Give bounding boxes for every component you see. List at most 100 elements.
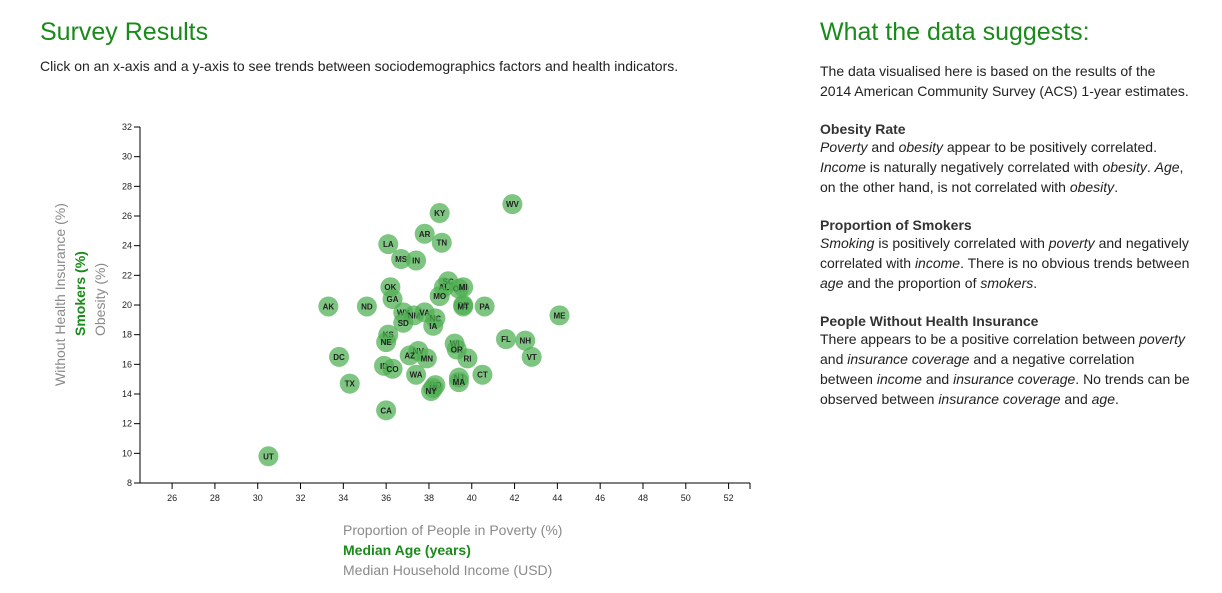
x-tick-label: 48 <box>638 493 648 503</box>
state-label: NY <box>426 387 438 396</box>
state-marker[interactable] <box>329 346 350 367</box>
state-marker[interactable] <box>414 223 435 244</box>
y-tick-label: 12 <box>122 419 132 429</box>
x-tick: 28 <box>210 483 220 503</box>
state-marker[interactable] <box>318 296 339 317</box>
state-marker[interactable] <box>421 381 442 402</box>
state-label: AK <box>323 302 335 311</box>
state-label: TN <box>436 239 447 248</box>
state-marker[interactable] <box>431 232 452 253</box>
state-marker[interactable] <box>416 348 437 369</box>
state-marker[interactable] <box>472 364 493 385</box>
emphasis-term: insurance coverage <box>847 351 970 367</box>
state-label: DC <box>333 353 345 362</box>
state-marker[interactable] <box>502 194 523 215</box>
state-label: GA <box>387 295 399 304</box>
y-tick: 14 <box>122 389 140 399</box>
y-tick-label: 30 <box>122 152 132 162</box>
state-marker[interactable] <box>406 364 427 385</box>
state-marker[interactable] <box>399 345 420 366</box>
text-segment: and a negative correlation between <box>820 351 1135 387</box>
state-label: IN <box>412 257 420 266</box>
x-tick-label: 38 <box>424 493 434 503</box>
y-tick: 28 <box>122 181 140 191</box>
state-label: NH <box>519 337 531 346</box>
text-segment: is positively correlated with <box>874 235 1049 251</box>
state-label: NE <box>381 338 393 347</box>
y-tick-label: 16 <box>122 359 132 369</box>
state-marker[interactable] <box>429 286 450 307</box>
y-axis-option-obesity[interactable]: Obesity (%) <box>92 262 108 336</box>
state-marker[interactable] <box>457 348 478 369</box>
state-marker[interactable] <box>406 250 427 271</box>
x-tick: 30 <box>253 483 263 503</box>
state-marker[interactable] <box>391 249 412 270</box>
state-marker[interactable] <box>393 312 414 333</box>
state-label: MI <box>459 283 468 292</box>
x-axis-option-age[interactable]: Median Age (years) <box>343 542 471 558</box>
state-label: MT <box>457 302 469 311</box>
y-axis-option-smokers[interactable]: Smokers (%) <box>72 251 88 336</box>
state-label: OK <box>384 283 396 292</box>
state-marker[interactable] <box>453 277 474 298</box>
state-marker[interactable] <box>356 296 377 317</box>
state-label: FL <box>501 335 511 344</box>
state-marker[interactable] <box>423 315 444 336</box>
state-marker[interactable] <box>453 296 474 317</box>
x-tick-label: 40 <box>467 493 477 503</box>
emphasis-term: obesity <box>898 139 943 155</box>
state-marker[interactable] <box>474 296 495 317</box>
state-marker[interactable] <box>376 332 397 353</box>
section-body-insurance: There appears to be a positive correlati… <box>820 329 1190 409</box>
y-tick-label: 8 <box>127 478 132 488</box>
state-marker[interactable] <box>448 372 469 393</box>
state-label: ME <box>554 311 567 320</box>
text-segment: and <box>820 351 848 367</box>
x-tick-label: 34 <box>338 493 348 503</box>
emphasis-term: Poverty <box>820 139 868 155</box>
x-axis-option-poverty[interactable]: Proportion of People in Poverty (%) <box>343 522 563 538</box>
y-tick: 32 <box>122 122 140 132</box>
state-label: KY <box>434 209 446 218</box>
y-axis-option-insurance[interactable]: Without Health Insurance (%) <box>52 203 68 386</box>
page-title: Survey Results <box>40 18 209 46</box>
section-heading-smokers: Proportion of Smokers <box>820 217 972 233</box>
x-tick-label: 50 <box>681 493 691 503</box>
x-tick: 48 <box>638 483 648 503</box>
state-marker[interactable] <box>382 289 403 310</box>
x-tick: 34 <box>338 483 348 503</box>
state-marker[interactable] <box>382 358 403 379</box>
emphasis-term: income <box>876 371 922 387</box>
x-tick: 36 <box>381 483 391 503</box>
state-label: CT <box>477 371 488 380</box>
section-body-obesity: Poverty and obesity appear to be positiv… <box>820 137 1190 197</box>
emphasis-term: Income <box>820 159 866 175</box>
state-label: RI <box>463 354 471 363</box>
emphasis-term: age <box>1091 391 1115 407</box>
scatter-chart: 8 10 12 14 16 18 20 22 24 26 28 30 32 26 28 30 32 34 36 38 4… <box>122 122 751 503</box>
text-segment: . No trends can be observed between <box>820 371 1190 407</box>
state-marker[interactable] <box>429 203 450 224</box>
state-marker[interactable] <box>258 446 279 467</box>
state-marker[interactable] <box>378 234 399 255</box>
x-tick: 46 <box>595 483 605 503</box>
state-marker[interactable] <box>496 329 516 350</box>
insights-intro: The data visualised here is based on the… <box>820 63 1189 99</box>
x-tick-label: 46 <box>595 493 605 503</box>
emphasis-term: Smoking <box>820 235 875 251</box>
y-tick: 10 <box>122 448 140 458</box>
state-marker[interactable] <box>376 400 397 421</box>
state-label: MN <box>421 354 434 363</box>
text-segment: and negatively correlated with <box>820 235 1189 271</box>
y-tick-label: 20 <box>122 300 132 310</box>
emphasis-term: insurance coverage <box>938 391 1061 407</box>
state-marker[interactable] <box>549 305 570 326</box>
y-tick-label: 14 <box>122 389 132 399</box>
state-marker[interactable] <box>521 346 542 367</box>
state-marker[interactable] <box>339 373 360 394</box>
y-tick: 24 <box>122 241 140 251</box>
x-axis-option-income[interactable]: Median Household Income (USD) <box>343 562 553 578</box>
section-heading-insurance: People Without Health Insurance <box>820 313 1039 329</box>
text-segment: . <box>1146 159 1155 175</box>
state-marker[interactable] <box>515 330 536 351</box>
